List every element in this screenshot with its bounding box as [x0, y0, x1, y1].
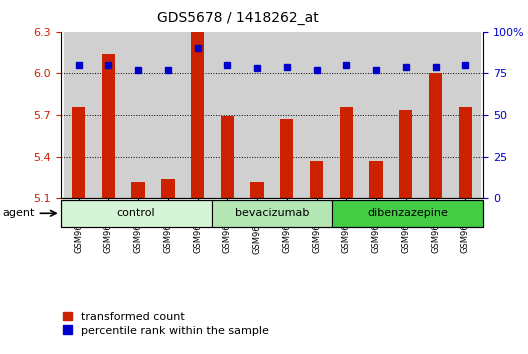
Bar	[72, 107, 85, 198]
Bar	[429, 73, 442, 198]
Bar	[310, 161, 323, 198]
Bar	[391, 32, 421, 198]
Bar	[131, 182, 145, 198]
Bar	[101, 54, 115, 198]
Bar	[250, 182, 264, 198]
Bar	[64, 32, 93, 198]
Bar	[183, 32, 212, 198]
Text: control: control	[117, 208, 155, 218]
Bar	[93, 32, 123, 198]
Bar	[370, 161, 383, 198]
Bar	[221, 116, 234, 198]
Bar	[212, 200, 332, 227]
Bar	[459, 107, 472, 198]
Bar	[450, 32, 480, 198]
Text: agent: agent	[3, 208, 35, 218]
Bar	[280, 119, 294, 198]
Bar	[153, 32, 183, 198]
Bar	[332, 32, 361, 198]
Bar	[212, 32, 242, 198]
Bar	[242, 32, 272, 198]
Bar	[340, 107, 353, 198]
Bar	[421, 32, 450, 198]
Bar	[191, 32, 204, 198]
Legend: transformed count, percentile rank within the sample: transformed count, percentile rank withi…	[59, 308, 273, 340]
Bar	[361, 32, 391, 198]
Text: bevacizumab: bevacizumab	[235, 208, 309, 218]
Text: GDS5678 / 1418262_at: GDS5678 / 1418262_at	[157, 11, 319, 25]
Bar	[272, 32, 301, 198]
Bar	[301, 32, 332, 198]
Bar	[399, 109, 412, 198]
Bar	[123, 32, 153, 198]
Text: dibenzazepine: dibenzazepine	[367, 208, 448, 218]
Bar	[161, 179, 174, 198]
Bar	[332, 200, 483, 227]
Bar	[61, 200, 212, 227]
